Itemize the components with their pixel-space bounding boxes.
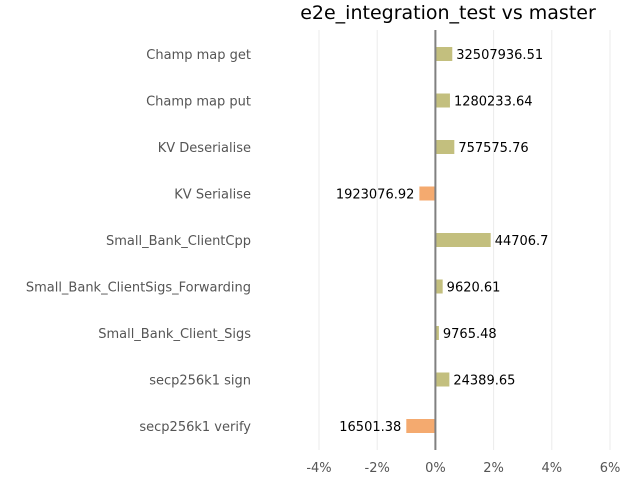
bar xyxy=(435,279,443,294)
data-label: 16501.38 xyxy=(339,420,401,435)
category-label: Small_Bank_ClientCpp xyxy=(106,234,251,249)
data-label: 757575.76 xyxy=(458,141,528,156)
category-label: Champ map get xyxy=(146,48,251,63)
category-label: secp256k1 verify xyxy=(139,420,251,435)
bar xyxy=(435,326,439,340)
category-label: Small_Bank_ClientSigs_Forwarding xyxy=(26,281,251,296)
bar xyxy=(435,47,453,61)
bar xyxy=(435,372,450,387)
data-label: 24389.65 xyxy=(453,374,515,389)
data-label: 32507936.51 xyxy=(456,48,543,63)
category-label: Small_Bank_Client_Sigs xyxy=(98,327,251,342)
data-label: 1923076.92 xyxy=(336,188,415,203)
x-tick-label: -4% xyxy=(306,461,331,476)
bar xyxy=(435,233,491,247)
category-label: KV Serialise xyxy=(174,188,251,203)
bar xyxy=(419,186,436,201)
x-tick-label: 4% xyxy=(541,461,562,476)
data-label: 9765.48 xyxy=(443,327,497,342)
data-label: 1280233.64 xyxy=(454,95,533,110)
x-tick-label: -2% xyxy=(365,461,390,476)
data-label: 44706.7 xyxy=(495,234,549,249)
x-tick-label: 2% xyxy=(483,461,504,476)
x-tick-label: 6% xyxy=(600,461,621,476)
chart-title: e2e_integration_test vs master xyxy=(300,2,596,24)
bars xyxy=(406,30,491,450)
labels: -4% -2% 0% 2% 4% 6% Champ map get 32507936.51 Ch… xyxy=(26,48,620,476)
bar xyxy=(435,140,455,154)
bar xyxy=(435,93,450,108)
x-tick-label: 0% xyxy=(425,461,446,476)
category-label: Champ map put xyxy=(146,95,251,110)
grid-lines xyxy=(318,30,611,450)
category-label: KV Deserialise xyxy=(158,141,251,156)
category-label: secp256k1 sign xyxy=(149,374,251,389)
bar xyxy=(406,419,436,433)
data-label: 9620.61 xyxy=(447,281,501,296)
